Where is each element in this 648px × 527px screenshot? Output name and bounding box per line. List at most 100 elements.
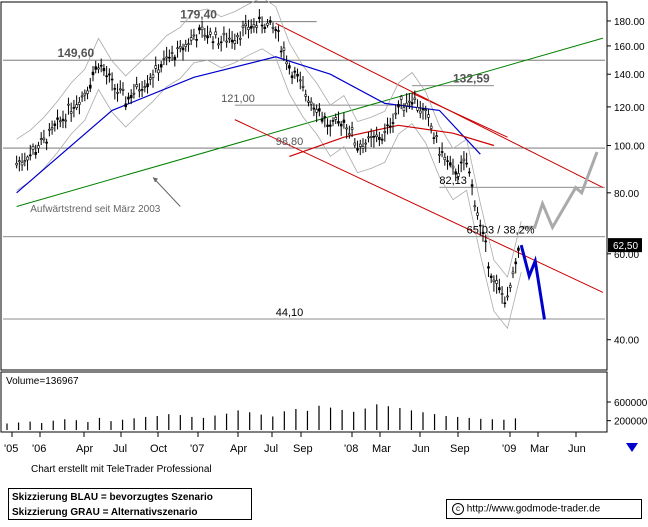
annotation-label: 149,60 [58, 46, 95, 60]
candle-body [148, 77, 152, 80]
candle-body [315, 109, 318, 113]
candle-body [170, 52, 174, 54]
candle-body [514, 261, 518, 265]
candle-body [508, 285, 512, 288]
y-tick-label: 80.00 [614, 189, 639, 200]
volume-bars [6, 404, 517, 430]
candle-body [337, 121, 340, 124]
candle-body [219, 41, 223, 44]
candle-body [99, 64, 103, 67]
candle-body [200, 26, 204, 31]
candle-body [451, 165, 455, 169]
candle-body [28, 154, 32, 157]
candle-body [462, 158, 466, 162]
candle-body [369, 136, 373, 138]
candle-body [361, 145, 365, 149]
annotation-label: 179,40 [180, 8, 217, 22]
x-tick-label: '07 [190, 443, 204, 455]
candle-body [375, 134, 378, 137]
candle-body [34, 151, 38, 155]
candle-body [487, 266, 490, 269]
candle-body [285, 61, 288, 65]
candle-body [429, 125, 433, 129]
candle-body [397, 103, 400, 108]
candle-body [165, 56, 168, 59]
candle-body [176, 47, 179, 50]
candle-body [443, 157, 447, 160]
candle-body [342, 119, 346, 123]
candle-body [56, 117, 59, 120]
x-tick-label: Apr [76, 443, 93, 455]
annotation-label: Aufwärtstrend seit März 2003 [30, 204, 160, 215]
y-tick-label: 100.00 [614, 142, 645, 153]
candle-body [67, 103, 70, 106]
candle-body [162, 58, 166, 60]
price-chart: 40.00 60.00 80.00 100.00 120.00 140.00 160.00 1… [0, 0, 648, 455]
trendline [411, 92, 508, 138]
candle-body [446, 160, 449, 162]
candle-body [26, 156, 29, 161]
candle-body [48, 128, 51, 131]
candle-body [154, 65, 158, 69]
legend-box: Skizzierung BLAU = bevorzugtes Szenario … [8, 488, 252, 520]
candle-body [118, 88, 122, 91]
source-link[interactable]: http://www.godmode-trader.de [466, 503, 601, 515]
candle-body [274, 29, 278, 31]
candle-body [279, 50, 283, 53]
candle-body [157, 69, 160, 74]
candle-body [416, 107, 419, 111]
x-tick-label: Mar [530, 443, 549, 455]
candle-body [135, 84, 138, 88]
volume-y-tick-label: 200000 [614, 417, 648, 428]
candle-body [388, 125, 392, 128]
candle-body [45, 141, 48, 144]
y-tick-label: 60.00 [614, 250, 639, 261]
candle-body [468, 171, 471, 174]
x-tick-label: Jul [264, 443, 278, 455]
candle-body [277, 30, 280, 32]
candle-body [266, 22, 269, 26]
candle-body [192, 34, 196, 37]
candle-body [263, 26, 267, 29]
legend-gray: Skizzierung GRAU = Alternativszenario [12, 507, 198, 518]
candle-body [58, 120, 62, 123]
candle-body [424, 109, 428, 111]
candle-body [159, 64, 163, 68]
candle-body [15, 163, 18, 166]
candle-body [473, 205, 477, 208]
candle-body [132, 92, 136, 95]
candle-body [348, 133, 351, 136]
candle-body [83, 92, 87, 96]
source-box[interactable]: c http://www.godmode-trader.de [446, 499, 642, 519]
x-tick-label: Mar [372, 443, 391, 455]
candle-body [320, 118, 324, 122]
candle-body [318, 108, 321, 112]
candle-body [173, 56, 177, 61]
volume-y-tick-label: 600000 [614, 398, 648, 409]
candle-body [249, 26, 253, 29]
candle-body [195, 38, 198, 41]
annotation-arrow [152, 177, 181, 207]
corner-arrow-icon [626, 443, 638, 452]
y-tick-label: 180.00 [614, 17, 645, 28]
candle-body [503, 302, 507, 305]
candle-body [247, 26, 250, 30]
candle-body [367, 136, 370, 139]
candle-body [506, 295, 509, 298]
candle-body [498, 287, 501, 291]
candle-body [53, 123, 57, 126]
candle-body [37, 145, 40, 149]
candle-body [80, 95, 84, 98]
candle-body [42, 137, 46, 141]
candle-body [31, 146, 35, 150]
candle-body [146, 83, 149, 88]
candle-body [244, 23, 248, 26]
candle-body [478, 224, 482, 227]
copyright-icon: c [452, 503, 464, 515]
candle-body [454, 171, 458, 175]
annotation-label: 82,13 [439, 175, 467, 187]
candle-body [418, 110, 422, 114]
candle-body [476, 212, 479, 216]
x-tick-label: '08 [344, 443, 358, 455]
